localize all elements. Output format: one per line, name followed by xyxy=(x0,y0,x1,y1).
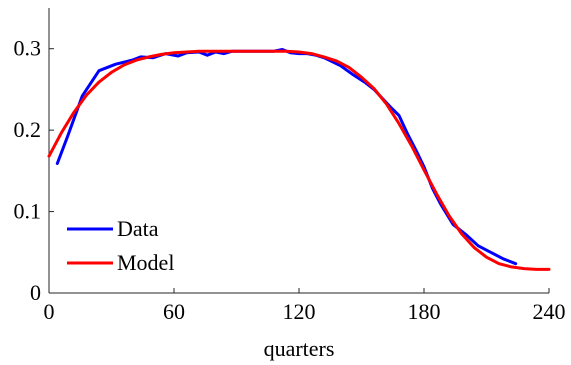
legend-label-data: Data xyxy=(117,216,159,241)
x-tick-label: 0 xyxy=(44,299,55,324)
legend: Data Model xyxy=(67,216,174,275)
x-tick-label: 120 xyxy=(283,299,316,324)
x-tick-label: 60 xyxy=(163,299,185,324)
x-tick-label: 240 xyxy=(533,299,566,324)
y-tick-label: 0.2 xyxy=(14,117,42,142)
y-tick-label: 0 xyxy=(30,280,41,305)
y-tick-label: 0.3 xyxy=(14,36,42,61)
series-line-model xyxy=(47,49,551,271)
plot-lines xyxy=(47,48,551,271)
legend-label-model: Model xyxy=(117,250,174,275)
x-tick-label: 180 xyxy=(408,299,441,324)
y-tick-label: 0.1 xyxy=(14,199,42,224)
axes xyxy=(48,8,550,294)
tick-labels: 0 60 120 180 240 0 0.1 0.2 0.3 xyxy=(14,36,566,324)
x-axis-label: quarters xyxy=(264,336,335,361)
